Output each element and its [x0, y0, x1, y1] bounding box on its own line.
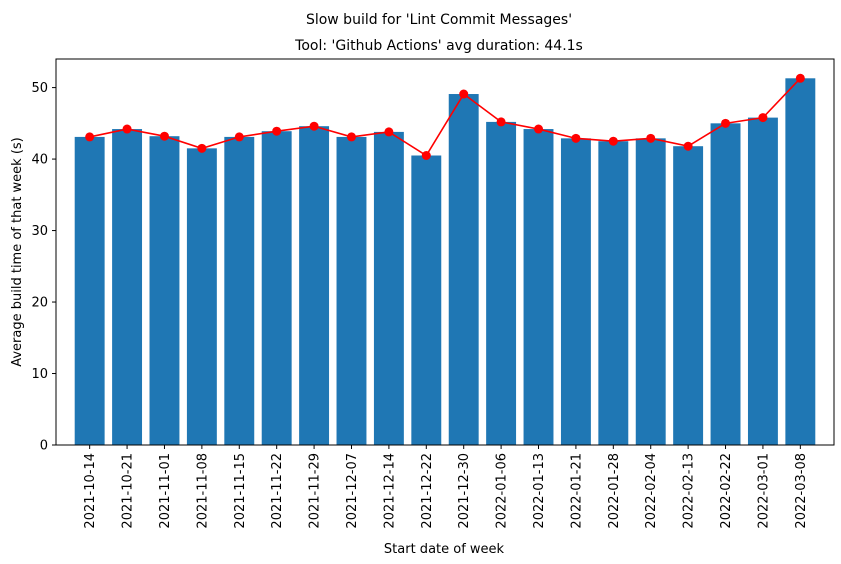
x-tick-label: 2021-11-08 — [195, 453, 210, 529]
bar-2022-01-21 — [560, 138, 591, 445]
points-group — [85, 73, 805, 160]
bar-2021-11-15 — [224, 136, 255, 446]
x-tick-label: 2022-02-04 — [644, 453, 659, 529]
x-tick-label: 2021-11-15 — [233, 453, 248, 529]
y-axis-label: Average build time of that week (s) — [10, 137, 25, 367]
bar-2021-10-21 — [112, 129, 143, 445]
bar-2021-11-01 — [149, 136, 180, 445]
bar-2021-11-08 — [186, 148, 217, 445]
x-tick-label: 2022-03-08 — [794, 453, 809, 529]
x-tick-label: 2022-01-28 — [607, 453, 622, 529]
point-2022-03-08 — [795, 73, 805, 83]
x-tick-label: 2021-12-30 — [457, 453, 472, 529]
bar-2021-11-22 — [261, 131, 292, 445]
x-tick-label: 2021-11-22 — [270, 453, 285, 529]
bar-2022-02-04 — [635, 138, 666, 445]
x-tick-label: 2022-01-13 — [532, 453, 547, 529]
point-2021-11-22 — [272, 126, 282, 136]
y-tick-label: 10 — [31, 367, 48, 382]
point-2021-12-30 — [459, 89, 469, 99]
bars-group — [74, 78, 816, 446]
x-tick-label: 2022-03-01 — [756, 453, 771, 529]
bar-2021-12-07 — [336, 136, 367, 446]
x-axis: 2021-10-14 2021-10-21 2021-11-01 2021-11-08… — [83, 445, 809, 529]
point-2021-10-14 — [85, 132, 95, 142]
x-tick-label: 2021-12-07 — [345, 453, 360, 529]
point-2022-02-04 — [646, 133, 656, 143]
bar-2022-01-06 — [486, 121, 517, 446]
bar-2021-12-30 — [448, 94, 479, 445]
y-tick-label: 50 — [31, 81, 48, 96]
x-tick-label: 2021-10-21 — [121, 453, 136, 529]
point-2021-11-15 — [234, 132, 244, 142]
x-tick-label: 2021-10-14 — [83, 453, 98, 529]
point-2021-11-01 — [159, 131, 169, 141]
x-tick-label: 2021-12-14 — [382, 453, 397, 529]
y-axis: 0 10 20 30 40 50 — [31, 81, 56, 454]
point-2021-12-07 — [346, 132, 356, 142]
point-2022-01-13 — [534, 124, 544, 134]
x-tick-label: 2022-01-21 — [569, 453, 584, 529]
bar-2021-11-29 — [299, 126, 330, 445]
series-line — [89, 77, 801, 157]
x-tick-label: 2021-12-22 — [420, 453, 435, 529]
point-2022-01-06 — [496, 117, 506, 127]
point-2022-01-28 — [608, 136, 618, 146]
bar-2022-01-28 — [598, 141, 629, 445]
x-axis-label: Start date of week — [384, 542, 505, 557]
bar-2022-02-13 — [673, 146, 704, 446]
point-2021-12-22 — [421, 151, 431, 160]
x-tick-label: 2021-11-01 — [158, 453, 173, 529]
point-2022-01-21 — [571, 133, 581, 143]
y-tick-label: 40 — [31, 153, 48, 168]
point-2022-03-01 — [758, 113, 768, 123]
x-tick-label: 2022-02-13 — [682, 453, 697, 529]
point-2021-11-08 — [197, 143, 207, 153]
x-tick-label: 2021-11-29 — [308, 453, 323, 529]
point-2021-12-14 — [384, 127, 394, 137]
x-tick-label: 2022-02-22 — [719, 453, 734, 529]
chart-subtitle: Tool: 'Github Actions' avg duration: 44.… — [294, 38, 583, 54]
y-tick-label: 0 — [40, 439, 48, 454]
plot-area: 0 10 20 30 40 50 2021-10-14 2021-10-21 2021-11-… — [31, 58, 835, 529]
point-2021-11-29 — [309, 121, 319, 131]
axes-frame — [55, 58, 835, 446]
bar-2022-03-01 — [747, 117, 778, 446]
point-2022-02-13 — [683, 141, 693, 151]
x-tick-label: 2022-01-06 — [495, 453, 510, 529]
y-tick-label: 30 — [31, 224, 48, 239]
bar-2021-12-14 — [373, 131, 404, 445]
bar-2021-12-22 — [411, 155, 442, 445]
bar-2022-03-08 — [785, 78, 816, 446]
bar-2021-10-14 — [74, 136, 105, 446]
point-2021-10-21 — [122, 124, 132, 134]
bar-2022-01-13 — [523, 129, 554, 445]
chart-title: Slow build for 'Lint Commit Messages' — [306, 12, 572, 28]
y-tick-label: 20 — [31, 296, 48, 311]
bar-2022-02-22 — [710, 123, 741, 445]
point-2022-02-22 — [721, 118, 731, 128]
